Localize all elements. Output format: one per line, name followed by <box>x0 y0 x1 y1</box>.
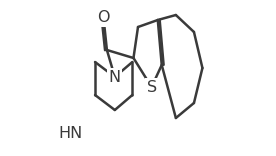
Text: O: O <box>97 10 110 25</box>
Text: HN: HN <box>58 125 82 141</box>
Text: N: N <box>109 70 121 85</box>
Text: S: S <box>147 80 156 95</box>
